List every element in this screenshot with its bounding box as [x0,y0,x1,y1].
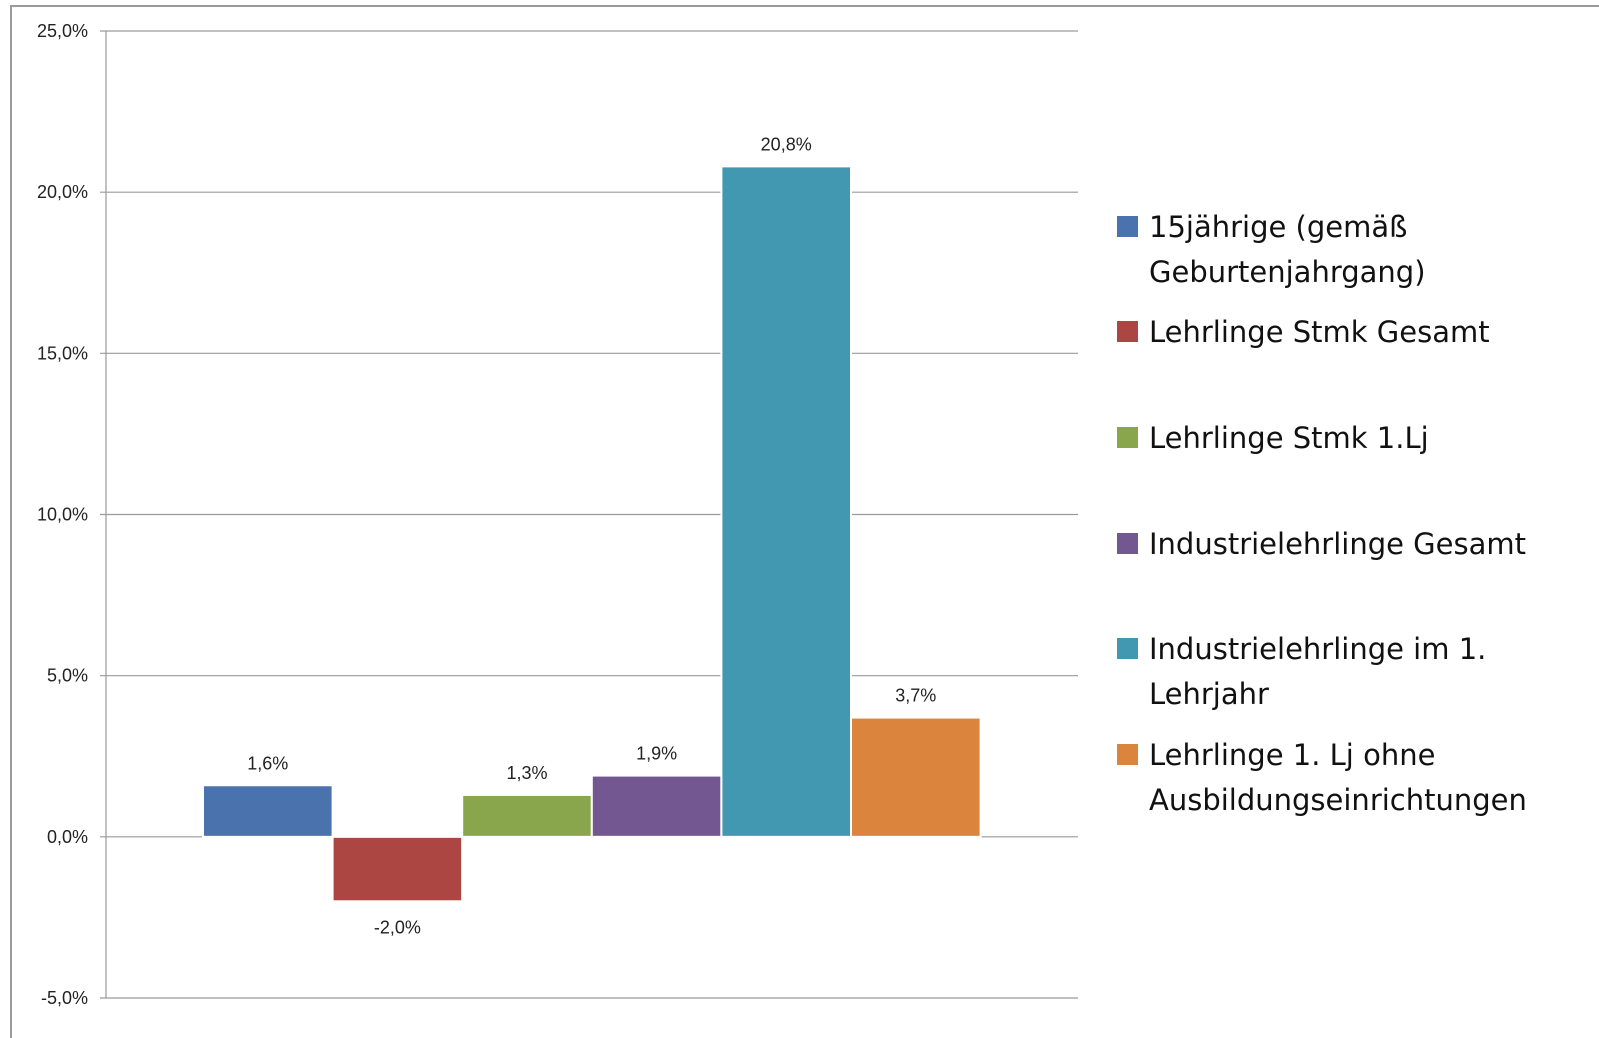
y-axis: -5,0% 0,0% 5,0% 10,0% 15,0% 20,0% 25,0% [37,21,107,1008]
legend-swatch [1117,216,1138,237]
legend-label: Lehrlinge 1. Lj ohne Ausbildungseinrichtu… [1149,738,1527,817]
data-label: -2,0% [374,917,421,937]
bar [331,835,464,903]
bar [461,793,593,838]
legend-swatch [1117,427,1138,448]
legend-label: Lehrlinge Stmk 1.Lj [1149,421,1429,455]
y-tick-label: 5,0% [47,666,88,686]
legend-swatch [1117,744,1138,765]
bars [202,165,982,903]
y-tick-label: 20,0% [37,182,88,202]
y-tick-label: 15,0% [37,343,88,363]
gridlines [100,30,1078,999]
y-tick-label: 25,0% [37,21,88,41]
legend-label: 15jährige (gemäß Geburtenjahrgang) [1149,210,1426,289]
legend-swatch [1117,638,1138,659]
y-tick-label: -5,0% [41,988,88,1008]
legend-label: Lehrlinge Stmk Gesamt [1149,315,1490,349]
data-label: 20,8% [761,134,812,154]
legend-label: Industrielehrlinge im 1. Lehrjahr [1149,632,1486,711]
y-tick-label: 0,0% [47,827,88,847]
legend: 15jährige (gemäß Geburtenjahrgang) Lehrlin… [1117,210,1527,817]
bar [720,165,853,838]
data-label: 1,9% [636,744,677,764]
data-label: 1,3% [506,763,547,783]
data-label: 1,6% [247,753,288,773]
bar [202,784,334,838]
bar [590,774,723,838]
data-label: 3,7% [895,686,936,706]
legend-label: Industrielehrlinge Gesamt [1149,527,1526,561]
legend-swatch [1117,321,1138,342]
data-labels: 1,6% -2,0% 1,3% 1,9% 20,8% 3,7% [247,134,936,937]
y-tick-label: 10,0% [37,505,88,525]
chart-frame [10,5,1599,1038]
legend-swatch [1117,533,1138,554]
bar [850,716,982,838]
